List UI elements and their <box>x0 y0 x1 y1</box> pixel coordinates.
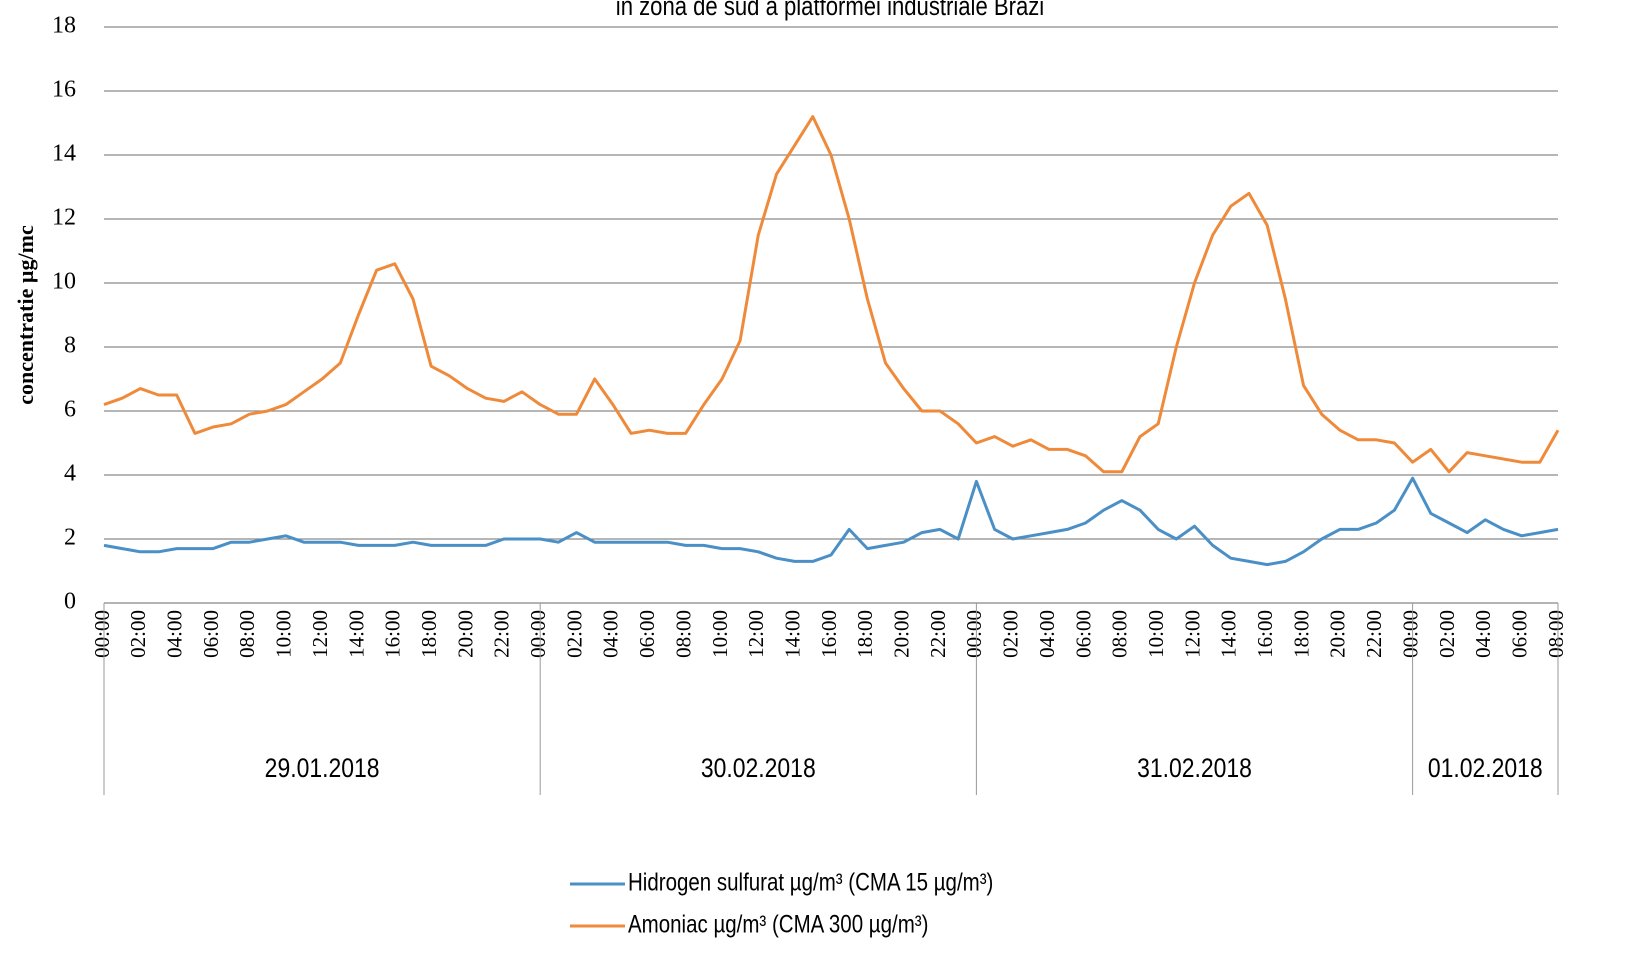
y-tick-label: 18 <box>52 13 76 39</box>
x-tick-label: 16:00 <box>1253 610 1277 658</box>
x-tick-label: 02:00 <box>126 610 150 658</box>
x-tick-label: 08:00 <box>1544 610 1568 658</box>
x-tick-label: 18:00 <box>417 610 441 658</box>
x-tick-label: 14:00 <box>780 610 804 658</box>
series-line <box>103 476 1559 567</box>
x-tick-label: 22:00 <box>1362 610 1386 658</box>
x-tick-label: 22:00 <box>490 610 514 658</box>
x-tick-label: 06:00 <box>1071 610 1095 658</box>
x-tick-label: 20:00 <box>1326 610 1350 658</box>
x-tick-label: 10:00 <box>708 610 732 658</box>
x-tick-label: 08:00 <box>671 610 695 658</box>
x-tick-label: 04:00 <box>1471 610 1495 658</box>
x-tick-label: 14:00 <box>344 610 368 658</box>
x-tick-label: 04:00 <box>163 610 187 658</box>
x-tick-label: 04:00 <box>599 610 623 658</box>
group-label: 01.02.2018 <box>1428 753 1543 783</box>
x-tick-label: 00:00 <box>962 610 986 658</box>
legend-label: Hidrogen sulfurat µg/m³ (CMA 15 µg/m³) <box>628 868 993 896</box>
x-tick-label: 14:00 <box>1217 610 1241 658</box>
x-tick-label: 02:00 <box>1435 610 1459 658</box>
x-tick-label: 18:00 <box>853 610 877 658</box>
y-tick-label: 14 <box>52 141 76 167</box>
y-tick-label: 0 <box>64 589 76 615</box>
x-tick-label: 10:00 <box>1144 610 1168 658</box>
x-tick-label: 22:00 <box>926 610 950 658</box>
y-axis-label: concentratie µg/mc <box>13 225 38 405</box>
group-label: 29.01.2018 <box>265 753 380 783</box>
chart-title: in zona de sud a platformei industriale … <box>616 0 1044 21</box>
x-tick-label: 00:00 <box>1398 610 1422 658</box>
x-tick-label: 06:00 <box>1507 610 1531 658</box>
x-tick-label: 20:00 <box>453 610 477 658</box>
group-label: 31.02.2018 <box>1137 753 1252 783</box>
x-tick-label: 02:00 <box>562 610 586 658</box>
y-tick-label: 10 <box>52 269 76 295</box>
x-tick-label: 02:00 <box>999 610 1023 658</box>
y-tick-label: 2 <box>64 525 76 551</box>
x-tick-label: 06:00 <box>199 610 223 658</box>
legend-label: Amoniac µg/m³ (CMA 300 µg/m³) <box>628 910 928 938</box>
group-label: 30.02.2018 <box>701 753 816 783</box>
x-tick-label: 12:00 <box>744 610 768 658</box>
x-tick-label: 12:00 <box>308 610 332 658</box>
x-tick-label: 06:00 <box>635 610 659 658</box>
series-line <box>103 115 1560 474</box>
x-tick-label: 10:00 <box>272 610 296 658</box>
x-tick-label: 18:00 <box>1289 610 1313 658</box>
y-tick-label: 8 <box>64 333 76 359</box>
x-tick-label: 00:00 <box>526 610 550 658</box>
x-tick-label: 20:00 <box>890 610 914 658</box>
y-tick-label: 12 <box>52 205 76 231</box>
x-tick-label: 16:00 <box>817 610 841 658</box>
y-tick-label: 16 <box>52 77 76 103</box>
x-tick-label: 16:00 <box>381 610 405 658</box>
x-tick-label: 00:00 <box>90 610 114 658</box>
y-tick-label: 4 <box>64 461 76 487</box>
x-tick-label: 08:00 <box>235 610 259 658</box>
x-tick-label: 04:00 <box>1035 610 1059 658</box>
x-tick-label: 08:00 <box>1108 610 1132 658</box>
x-tick-label: 12:00 <box>1180 610 1204 658</box>
y-tick-label: 6 <box>64 397 76 423</box>
